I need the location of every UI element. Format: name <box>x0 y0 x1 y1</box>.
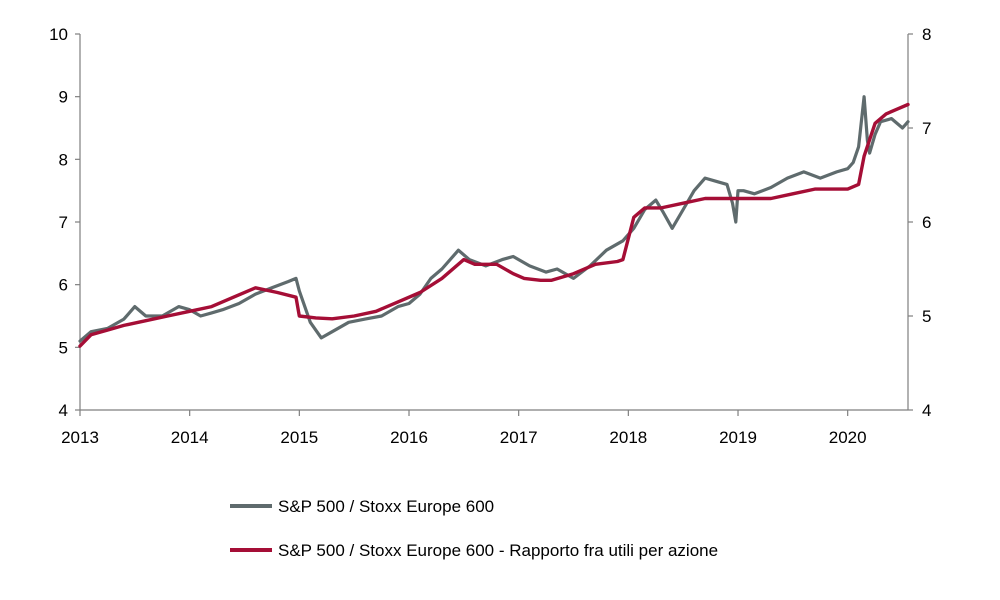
x-tick-label: 2018 <box>609 428 647 447</box>
series-line-2 <box>78 102 910 348</box>
right-y-tick-label: 5 <box>922 307 931 326</box>
legend-label-series-1: S&P 500 / Stoxx Europe 600 <box>278 497 494 516</box>
left-y-tick-label: 7 <box>59 213 68 232</box>
axes <box>79 34 909 411</box>
left-y-tick-label: 9 <box>59 88 68 107</box>
x-tick-label: 2016 <box>390 428 428 447</box>
series-line-1 <box>78 95 910 343</box>
right-y-tick-label: 8 <box>922 25 931 44</box>
right-y-tick-label: 7 <box>922 119 931 138</box>
left-y-tick-label: 6 <box>59 276 68 295</box>
left-y-tick-label: 8 <box>59 150 68 169</box>
ticks: 4 5 6 7 8 9 10 4 5 6 7 8 2013 2014 2015 2016 2017 2018 201… <box>49 25 931 447</box>
x-tick-label: 2017 <box>500 428 538 447</box>
x-tick-label: 2013 <box>61 428 99 447</box>
right-y-tick-label: 4 <box>922 401 931 420</box>
x-tick-label: 2020 <box>829 428 867 447</box>
x-tick-label: 2014 <box>171 428 209 447</box>
right-y-tick-label: 6 <box>922 213 931 232</box>
left-y-tick-label: 5 <box>59 338 68 357</box>
x-tick-label: 2019 <box>719 428 757 447</box>
left-y-tick-label: 4 <box>59 401 68 420</box>
series-layer <box>78 95 910 348</box>
x-tick-label: 2015 <box>280 428 318 447</box>
legend: S&P 500 / Stoxx Europe 600 S&P 500 / Sto… <box>230 497 718 560</box>
legend-label-series-2: S&P 500 / Stoxx Europe 600 - Rapporto fr… <box>278 541 718 560</box>
left-y-tick-label: 10 <box>49 25 68 44</box>
